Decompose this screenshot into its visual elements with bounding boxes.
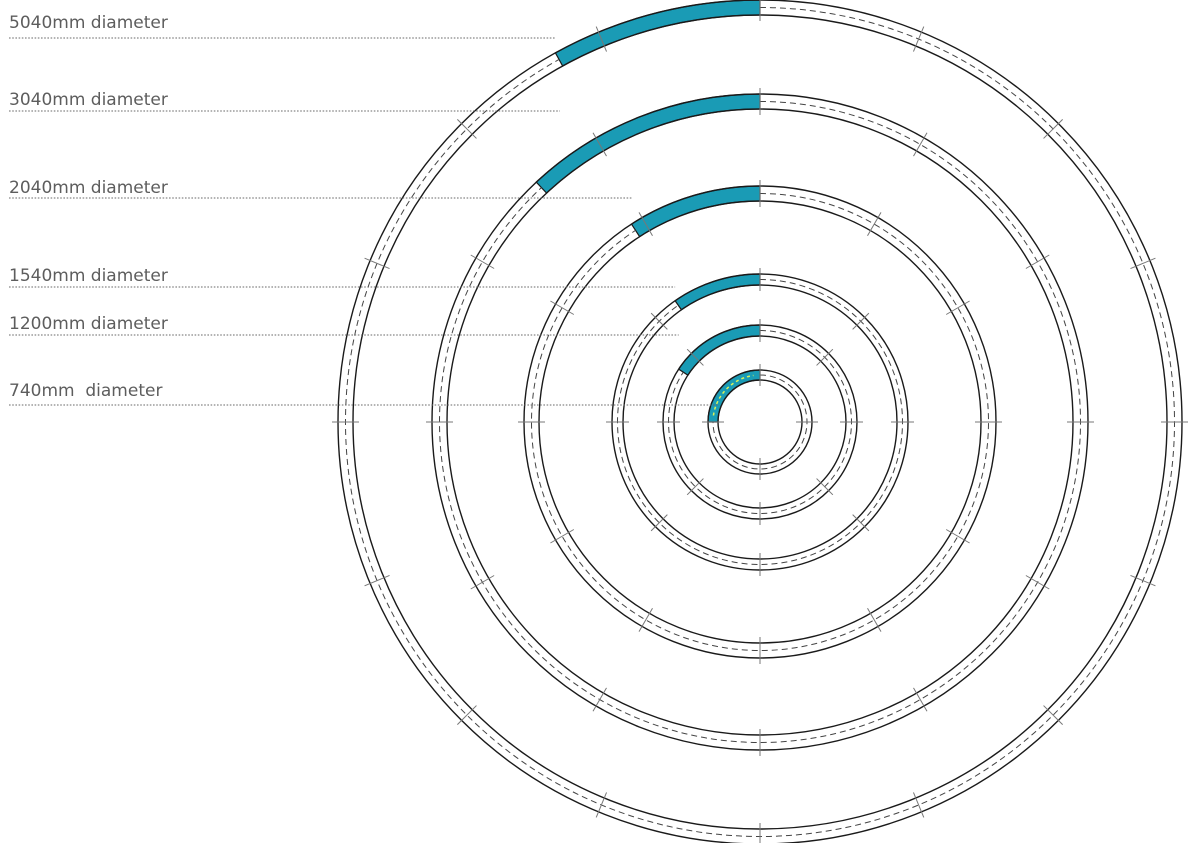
ring-tick — [686, 348, 704, 366]
ring-tick — [364, 574, 390, 587]
ring-tick — [595, 792, 608, 818]
ring-inner-line — [717, 379, 803, 465]
ring-740 — [702, 364, 818, 480]
label-3040: 3040mm diameter — [9, 90, 168, 110]
ring-tick — [1025, 254, 1050, 269]
ring-tick — [470, 575, 495, 590]
ring-tick — [1130, 257, 1156, 270]
ring-tick — [867, 212, 882, 237]
ring-tick — [852, 312, 870, 330]
segment-highlight-dash — [712, 374, 754, 416]
label-2040: 2040mm diameter — [9, 178, 168, 198]
ring-segment-1200-icon — [677, 324, 761, 376]
ring-tick — [1043, 705, 1063, 725]
ring-tick — [592, 132, 607, 157]
ring-centre-dash — [531, 193, 989, 651]
ring-inner-line — [538, 200, 982, 644]
label-1540: 1540mm diameter — [9, 266, 168, 286]
ring-2040 — [518, 180, 1002, 664]
ring-tick — [945, 300, 970, 315]
ring-5040 — [332, 0, 1188, 843]
ring-tick — [945, 529, 970, 544]
ring-centre-dash — [439, 101, 1081, 743]
ring-tick — [912, 792, 925, 818]
ring-3040 — [426, 88, 1094, 756]
ring-centre-dash — [617, 279, 903, 565]
ring-segment-2040-icon — [630, 185, 761, 238]
ring-1200 — [657, 319, 863, 525]
ring-tick — [686, 478, 704, 496]
ring-tick — [913, 687, 928, 712]
ring-tick — [816, 478, 834, 496]
ring-tick — [470, 254, 495, 269]
ring-tick — [592, 687, 607, 712]
ring-tick — [1130, 574, 1156, 587]
ring-tick — [913, 132, 928, 157]
ring-tick — [638, 212, 653, 237]
ring-outer-line — [523, 185, 997, 659]
ring-tick — [1043, 119, 1063, 139]
ring-tick — [912, 26, 925, 52]
label-5040: 5040mm diameter — [9, 13, 168, 33]
ring-tick — [550, 300, 575, 315]
ring-tick — [364, 257, 390, 270]
label-740: 740mm diameter — [9, 381, 162, 401]
ring-1540 — [606, 268, 914, 576]
ring-tick — [650, 312, 668, 330]
ring-tick — [638, 607, 653, 632]
ring-segment-740-icon — [707, 369, 761, 423]
ring-tick — [867, 607, 882, 632]
ring-segment-5040-icon — [554, 0, 761, 67]
rings-layer — [9, 0, 1188, 843]
ring-centre-dash — [712, 374, 808, 470]
labels-layer: 5040mm diameter 3040mm diameter 2040mm d… — [9, 13, 168, 401]
ring-tick — [816, 348, 834, 366]
label-1200: 1200mm diameter — [9, 314, 168, 334]
ring-tick — [457, 119, 477, 139]
ring-tick — [852, 514, 870, 532]
ring-tick — [457, 705, 477, 725]
ring-segment-3040-icon — [535, 93, 761, 194]
ring-centre-dash — [668, 330, 852, 514]
ring-tick — [550, 529, 575, 544]
ring-tick — [650, 514, 668, 532]
ring-tick — [595, 26, 608, 52]
ring-tick — [1025, 575, 1050, 590]
